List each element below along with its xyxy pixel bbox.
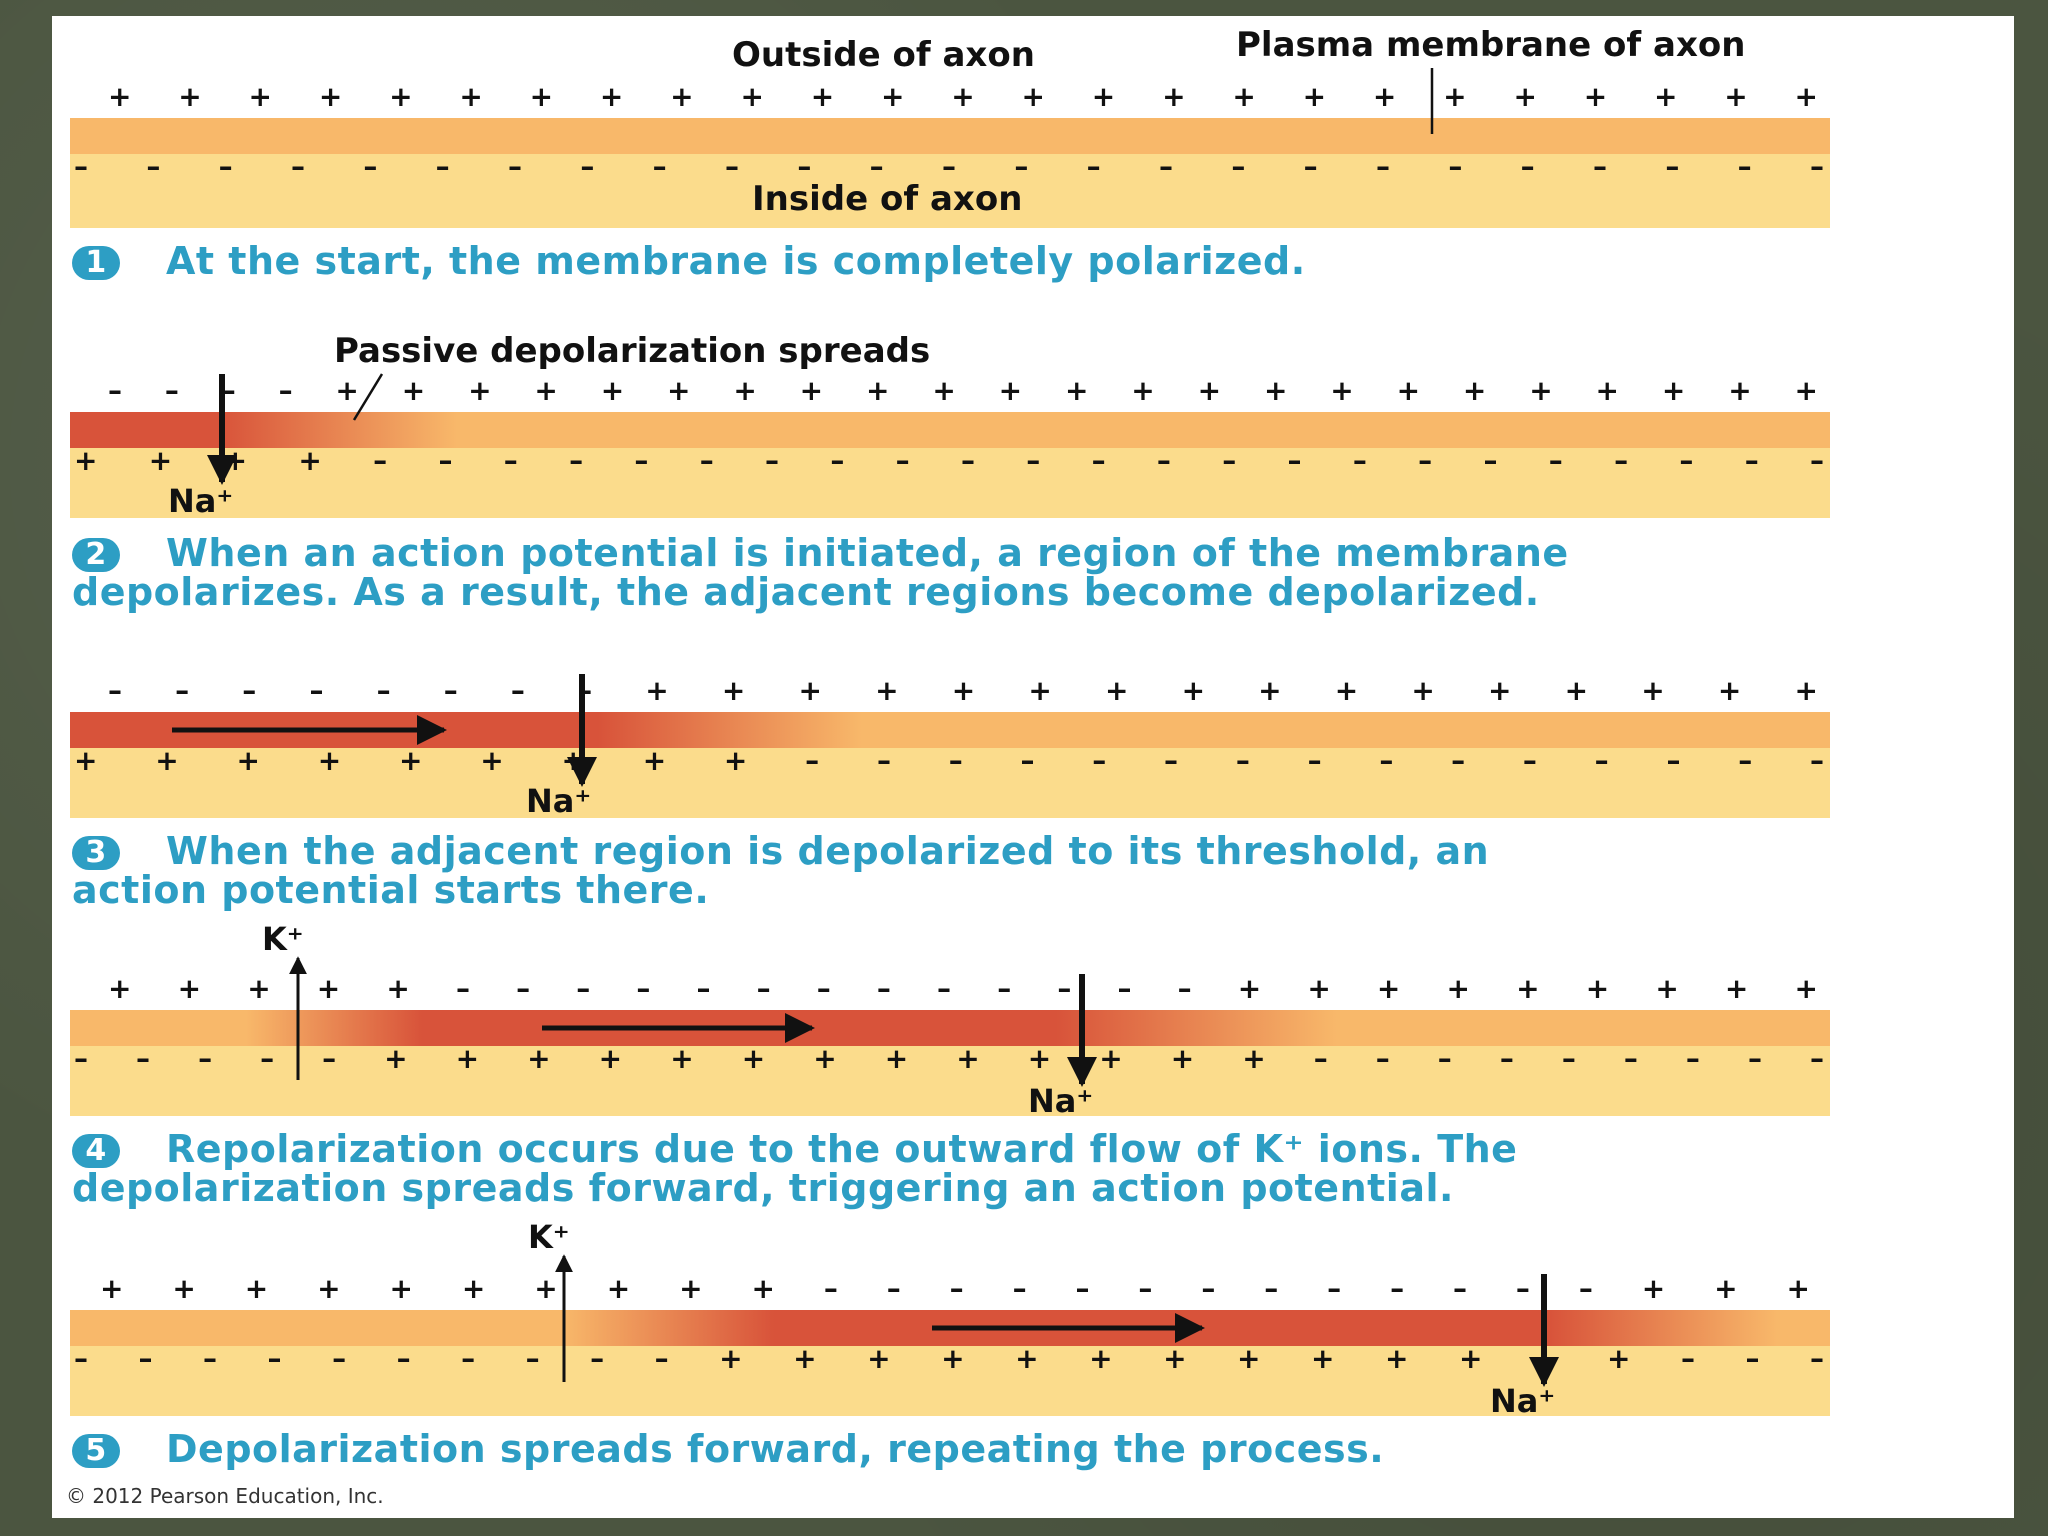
membrane-band-2: [70, 412, 1830, 448]
plasma-membrane-label: Plasma membrane of axon: [1236, 25, 1745, 65]
step-5-caption: 5 Depolarization spreads forward, repeati…: [72, 1430, 1992, 1469]
step-4-caption-line-1: Repolarization occurs due to the outward…: [166, 1127, 1518, 1171]
step-4-number-badge: 4: [72, 1134, 120, 1168]
na-label-3: Na⁺: [526, 782, 591, 820]
passive-pointer-line: [352, 373, 384, 421]
diagram-panel: + + + + + + + + + + + + + + + + + + + + …: [52, 16, 2014, 1518]
membrane-row-2: – – – – + + + + + + + + + + + + + + + + …: [70, 331, 1830, 520]
copyright-notice: © 2012 Pearson Education, Inc.: [66, 1484, 384, 1508]
step-3-caption-line-1: When the adjacent region is depolarized …: [166, 829, 1490, 873]
membrane-band-4: [70, 1010, 1830, 1046]
inside-charges-3: + + + + + + + + + – – – – – – – – – – – …: [74, 744, 1824, 777]
na-label-2: Na⁺: [168, 482, 233, 520]
membrane-row-3: – – – – – – – – + + + + + + + + + + + + …: [70, 674, 1830, 820]
outside-of-axon-label: Outside of axon: [732, 35, 1035, 75]
step-4-caption: 4 Repolarization occurs due to the outwar…: [72, 1130, 1992, 1208]
membrane-row-4: + + + + + – – – – – – – – – – – – – + + …: [70, 920, 1830, 1120]
step-1-caption: 1 At the start, the membrane is completel…: [72, 242, 1992, 281]
step-4-caption-line-2: depolarization spreads forward, triggeri…: [72, 1166, 1454, 1210]
na-label-5: Na⁺: [1490, 1382, 1555, 1420]
step-2-number-badge: 2: [72, 538, 120, 572]
outside-charges-3: – – – – – – – – + + + + + + + + + + + + …: [108, 674, 1818, 707]
axon-diagram: + + + + + + + + + + + + + + + + + + + + …: [70, 25, 1830, 1420]
step-5-caption-line-1: Depolarization spreads forward, repeatin…: [166, 1427, 1385, 1471]
k-label-5: K⁺: [528, 1218, 570, 1256]
step-1-number-badge: 1: [72, 246, 120, 280]
step-1-caption-line-1: At the start, the membrane is completely…: [166, 239, 1306, 283]
step-2-caption: 2 When an action potential is initiated, …: [72, 534, 1992, 612]
step-2-caption-line-2: depolarizes. As a result, the adjacent r…: [72, 570, 1540, 614]
na-label-4: Na⁺: [1028, 1082, 1093, 1120]
step-3-caption-line-2: action potential starts there.: [72, 868, 710, 912]
outside-charges-5: + + + + + + + + + + – – – – – – – – – – …: [100, 1272, 1810, 1305]
inside-charges-1: – – – – – – – – – – – – – – – – – – – – …: [74, 150, 1824, 183]
outside-charges-1: + + + + + + + + + + + + + + + + + + + + …: [108, 80, 1818, 113]
step-3-caption: 3 When the adjacent region is depolarized…: [72, 832, 1992, 910]
step-5-number-badge: 5: [72, 1434, 120, 1468]
step-2-caption-line-1: When an action potential is initiated, a…: [166, 531, 1569, 575]
membrane-row-1: + + + + + + + + + + + + + + + + + + + + …: [70, 25, 1830, 228]
step-3-number-badge: 3: [72, 836, 120, 870]
k-label-4: K⁺: [262, 920, 304, 958]
membrane-row-5: + + + + + + + + + + – – – – – – – – – – …: [70, 1218, 1830, 1420]
passive-depolarization-label: Passive depolarization spreads: [334, 331, 930, 371]
membrane-band-1: [70, 118, 1830, 154]
inside-of-axon-label: Inside of axon: [752, 179, 1022, 219]
outside-charges-4: + + + + + – – – – – – – – – – – – – + + …: [108, 972, 1818, 1005]
